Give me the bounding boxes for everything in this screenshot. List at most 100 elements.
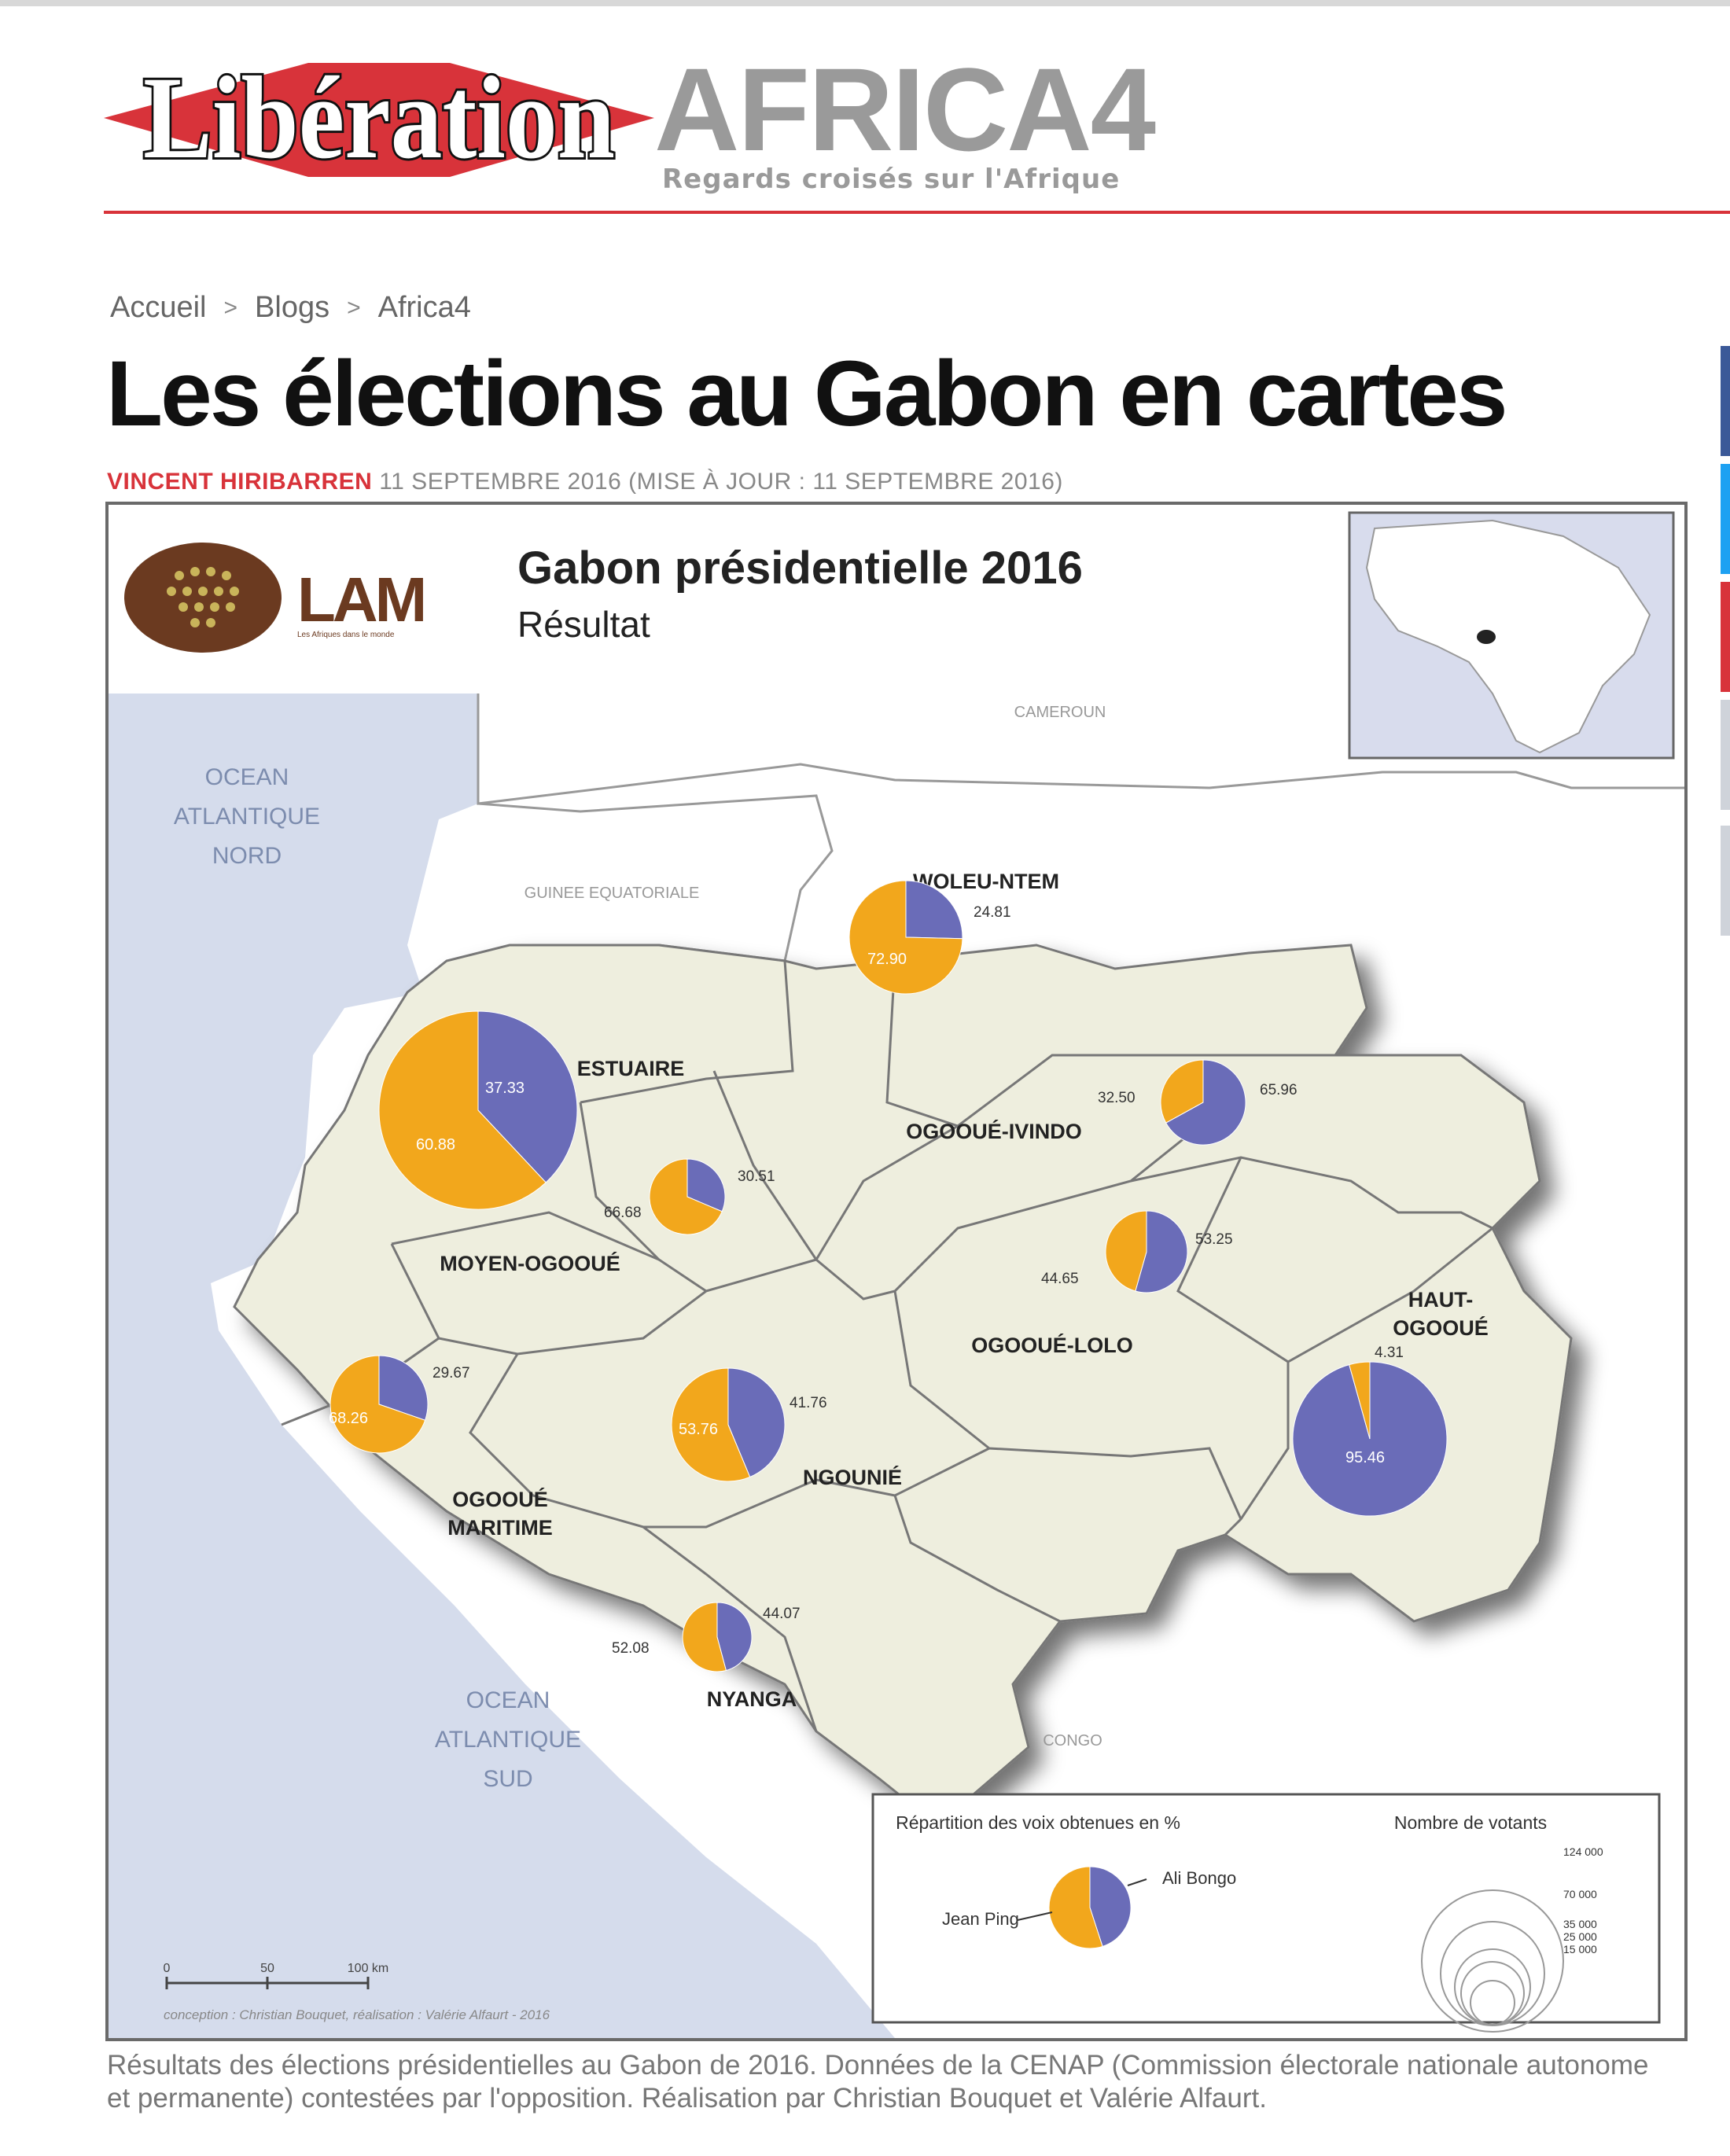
pie-slice-ping [1349,1361,1371,1440]
author-link[interactable]: VINCENT HIRIBARREN [107,469,373,495]
masthead: Libération AFRICA4 Regards croisés sur l… [104,24,1205,220]
breadcrumb: Accueil > Blogs > Africa4 [110,291,471,325]
top-border [0,0,1730,6]
province-label-ogooue-maritime-1: OGOOUÉ [452,1487,548,1511]
legend-ping-label: Jean Ping [942,1909,1019,1929]
pie-label-bongo: 37.33 [485,1080,525,1097]
svg-text:15 000: 15 000 [1563,1943,1597,1955]
pie-label-bongo: 95.46 [1345,1449,1385,1466]
legend-voter-values: 124 000 70 000 35 000 25 000 15 000 [1563,1845,1603,1955]
province-label-ogooue-maritime-2: MARITIME [447,1516,552,1540]
pie-slice-ping [671,1367,751,1482]
gabon-election-map: LAM Les Afriques dans le monde Gabon pré… [109,511,1684,2038]
publish-date: 11 SEPTEMBRE 2016 (MISE À JOUR : 11 SEPT… [379,469,1063,495]
pie-label-ping: 53.76 [679,1421,718,1438]
legend-slice-bongo [1089,1866,1132,1948]
pie-slice-bongo [1135,1210,1188,1293]
svg-text:50: 50 [260,1962,274,1975]
pie-slice-bongo [727,1367,786,1478]
breadcrumb-home[interactable]: Accueil [110,291,207,324]
svg-text:124 000: 124 000 [1563,1845,1603,1858]
pie-label-ping: 60.88 [416,1136,455,1153]
legend-pie [1048,1866,1132,1949]
svg-text:25 000: 25 000 [1563,1930,1597,1943]
map-credits: conception : Christian Bouquet, réalisat… [164,2007,550,2022]
pie-slice-ping [378,1010,547,1210]
pie-slice-ping [682,1602,727,1672]
pie-label-ping: 72.90 [867,951,907,968]
province-label-ngounie: NGOUNIÉ [803,1465,902,1489]
breadcrumb-separator: > [347,294,361,321]
breadcrumb-africa4[interactable]: Africa4 [377,291,471,324]
gabon-land [233,944,1573,1812]
neighbor-labels: CAMEROUN GUINEE EQUATORIALE CONGO [525,704,1106,1749]
province-label-ogooue-ivindo: OGOOUÉ-IVINDO [906,1119,1082,1143]
province-label-estuaire: ESTUAIRE [577,1057,685,1080]
pie-slice-ping [848,880,963,995]
gabon-locator-marker [1477,630,1496,644]
breadcrumb-blogs[interactable]: Blogs [255,291,330,324]
lam-subtext: Les Afriques dans le monde [297,631,395,639]
pie-label-bongo: 44.07 [763,1606,801,1622]
svg-text:ATLANTIQUE: ATLANTIQUE [174,804,320,830]
pie-slice-ping [329,1355,426,1454]
pie-label-ping: 32.50 [1098,1090,1136,1106]
svg-text:OCEAN: OCEAN [466,1687,550,1713]
share-tab[interactable] [1721,582,1730,692]
pie-slice-ping [1160,1059,1204,1124]
map-title: Gabon présidentielle 2016 [517,543,1083,594]
share-tab[interactable] [1721,826,1730,936]
section-tagline: Regards croisés sur l'Afrique [662,164,1121,195]
eq-guinea-label: GUINEE EQUATORIALE [525,885,700,902]
congo-label: CONGO [1043,1732,1102,1749]
province-label-moyen-ogooue: MOYEN-OGOOUÉ [440,1251,620,1275]
pie-label-ping: 66.68 [604,1205,642,1221]
ocean-area [109,694,895,2038]
svg-text:SUD: SUD [483,1766,532,1792]
svg-text:OCEAN: OCEAN [205,764,289,790]
facebook-share-tab[interactable] [1721,346,1730,456]
pie-slice-bongo [1165,1059,1246,1146]
pie-label-bongo: 65.96 [1260,1082,1298,1098]
pie-slice-bongo [905,880,963,940]
liberation-logo[interactable]: Libération [104,39,654,212]
legend-share-title: Répartition des voix obtenues en % [896,1812,1180,1833]
svg-text:100 km: 100 km [348,1962,388,1975]
share-tab[interactable] [1721,700,1730,810]
pie-slice-bongo [378,1355,429,1421]
lam-logo: LAM Les Afriques dans le monde [124,543,427,653]
byline: VINCENT HIRIBARREN 11 SEPTEMBRE 2016 (MI… [107,469,1063,495]
section-title[interactable]: AFRICA4 [654,43,1156,175]
map-legend: Répartition des voix obtenues en % Nombr… [871,1793,1661,2033]
svg-text:ATLANTIQUE: ATLANTIQUE [435,1727,581,1753]
pie-label-bongo: 24.81 [974,904,1011,921]
province-label-haut-ogooue-2: OGOOUÉ [1393,1315,1489,1340]
africa-inset-map [1348,511,1675,760]
province-label-haut-ogooue-1: HAUT- [1408,1288,1474,1312]
pie-slice-bongo [716,1602,753,1672]
article-title: Les élections au Gabon en cartes [106,342,1508,446]
logo-wordmark: Libération [143,53,615,183]
pie-label-ping: 44.65 [1041,1271,1079,1287]
scale-bar: 0 50 100 km [164,1962,388,1989]
pie-label-bongo: 29.67 [432,1365,470,1382]
pie-label-bongo: 41.76 [790,1395,827,1411]
cameroon-label: CAMEROUN [1014,704,1106,721]
ocean-labels: OCEAN ATLANTIQUE NORD OCEAN ATLANTIQUE S… [174,764,581,1792]
pie-slice-ping [649,1158,723,1235]
pie-label-ping: 68.26 [329,1410,368,1427]
twitter-share-tab[interactable] [1721,464,1730,574]
header-divider [104,211,1730,214]
pie-label-ping: 52.08 [612,1640,650,1657]
pie-label-bongo: 30.51 [738,1168,775,1185]
eq-guinea-border [477,794,834,962]
svg-text:35 000: 35 000 [1563,1918,1597,1930]
lam-wordmark: LAM [297,565,424,635]
pie-label-ping: 4.31 [1375,1345,1404,1361]
legend-voters-title: Nombre de votants [1394,1812,1547,1833]
legend-slice-ping [1048,1866,1103,1949]
province-labels: WOLEU-NTEM OGOOUÉ-IVINDO ESTUAIRE MOYEN-… [440,870,1489,1711]
province-label-ogooue-lolo: OGOOUÉ-LOLO [971,1333,1133,1357]
figure-caption: Résultats des élections présidentielles … [107,2050,1649,2114]
province-label-woleu-ntem: WOLEU-NTEM [913,870,1059,893]
